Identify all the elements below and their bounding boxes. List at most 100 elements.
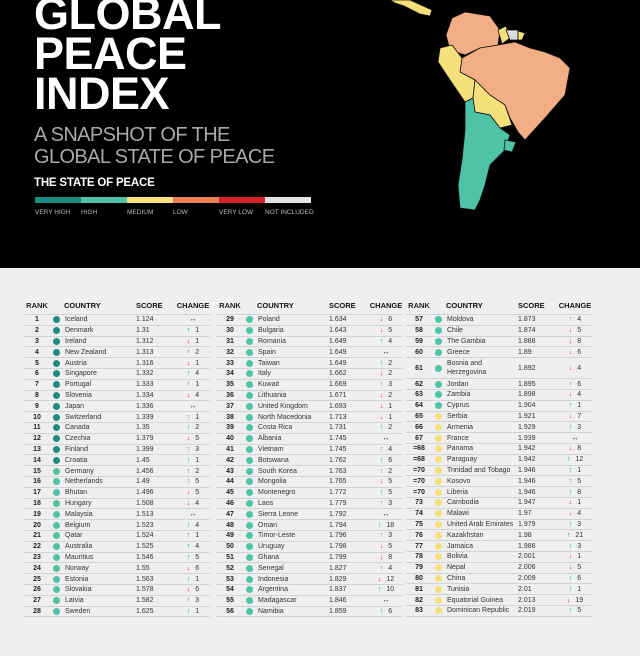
peace-level-dot bbox=[245, 521, 253, 529]
change-value: 2 bbox=[388, 424, 393, 432]
change-cell: ↑ 8 bbox=[558, 489, 592, 496]
table-row: 74 Malawi 1.97 ↓ 4 bbox=[406, 509, 592, 520]
table-row: 83 Dominican Republic 2.019 ↑ 5 bbox=[406, 606, 592, 617]
change-cell: ↑ 1 bbox=[176, 414, 210, 421]
score-cell: 1.662 bbox=[329, 370, 347, 378]
change-cell: ↓ 8 bbox=[558, 338, 592, 345]
table-row: 51 Ghana 1.799 ↓ 8 bbox=[217, 553, 403, 564]
table-row: 59 The Gambia 1.888 ↓ 8 bbox=[406, 337, 592, 348]
country-cell: Kuwait bbox=[258, 381, 280, 389]
change-cell: ↔ bbox=[369, 349, 403, 356]
peace-level-dot bbox=[245, 391, 253, 399]
table-row: 18 Hungary 1.508 ↓ 4 bbox=[24, 499, 210, 510]
change-cell: ↑ 1 bbox=[176, 532, 210, 539]
score-cell: 1.525 bbox=[136, 543, 154, 551]
change-cell: ↓ 4 bbox=[176, 500, 210, 507]
change-value: 1 bbox=[195, 413, 200, 421]
country-cell: Oman bbox=[258, 521, 278, 529]
country-cell: Tunisia bbox=[447, 585, 470, 593]
table-row: 52 Senegal 1.827 ↑ 4 bbox=[217, 563, 403, 575]
country-cell: Argentina bbox=[258, 586, 288, 594]
change-value: 5 bbox=[577, 607, 582, 615]
change-value: 4 bbox=[388, 564, 393, 572]
peace-level-dot bbox=[434, 564, 442, 572]
country-cell: Laos bbox=[258, 499, 274, 507]
table-row: 56 Namibia 1.859 ↑ 6 bbox=[217, 607, 403, 618]
rank-cell: 75 bbox=[415, 520, 423, 528]
change-value: 4 bbox=[195, 521, 200, 529]
score-cell: 1.859 bbox=[329, 607, 347, 615]
peace-level-dot bbox=[434, 574, 442, 582]
legend-swatch bbox=[35, 197, 81, 203]
rank-cell: 18 bbox=[33, 499, 41, 507]
rank-cell: 49 bbox=[226, 532, 234, 540]
change-cell: ↑ 5 bbox=[176, 554, 210, 561]
score-cell: 1.649 bbox=[329, 359, 347, 367]
score-cell: 1.578 bbox=[136, 586, 154, 594]
peace-level-dot bbox=[52, 316, 60, 324]
change-cell: ↑ 6 bbox=[558, 381, 592, 388]
change-cell: ↓ 1 bbox=[369, 414, 403, 421]
arrow-up-icon: ↑ bbox=[379, 564, 384, 572]
score-cell: 2.009 bbox=[518, 574, 536, 582]
peace-level-dot bbox=[434, 520, 442, 528]
arrow-same-icon: ↔ bbox=[382, 510, 390, 518]
change-cell: ↑ 10 bbox=[369, 586, 403, 593]
peace-level-dot bbox=[245, 348, 253, 356]
dot-cell bbox=[432, 423, 444, 431]
arrow-up-icon: ↑ bbox=[186, 413, 191, 421]
arrow-up-icon: ↑ bbox=[186, 478, 191, 486]
change-cell: ↑ 2 bbox=[176, 424, 210, 431]
table-row: 25 Estonia 1.563 ↑ 1 bbox=[24, 574, 210, 585]
peace-level-dot bbox=[245, 553, 253, 561]
peace-level-dot bbox=[245, 607, 253, 615]
peace-level-dot bbox=[245, 586, 253, 594]
change-cell: ↓ 7 bbox=[558, 413, 592, 420]
country-cell: Japan bbox=[65, 402, 85, 410]
change-cell: ↔ bbox=[176, 511, 210, 518]
country-cell: Czechia bbox=[65, 435, 91, 443]
change-cell: ↑ 1 bbox=[558, 467, 592, 474]
dot-cell bbox=[243, 424, 255, 432]
table-row: 30 Bulgaria 1.643 ↓ 5 bbox=[217, 326, 403, 337]
rank-cell: 41 bbox=[226, 445, 234, 453]
peace-level-dot bbox=[434, 348, 442, 356]
arrow-up-icon: ↑ bbox=[186, 348, 191, 356]
change-value: 3 bbox=[195, 445, 200, 453]
legend-item: LOW bbox=[173, 197, 219, 216]
change-cell: ↓ 1 bbox=[176, 360, 210, 367]
change-value: 6 bbox=[195, 564, 200, 572]
score-cell: 1.921 bbox=[518, 412, 536, 420]
country-cell: Finland bbox=[65, 445, 88, 453]
map-french-guiana bbox=[517, 30, 526, 41]
country-cell: Hungary bbox=[65, 499, 92, 507]
table-row: 23 Mauritius 1.546 ↑ 5 bbox=[24, 553, 210, 564]
change-value: 5 bbox=[577, 327, 582, 335]
dot-cell bbox=[243, 607, 255, 615]
change-value: 1 bbox=[195, 327, 200, 335]
change-cell: ↔ bbox=[369, 435, 403, 442]
rank-cell: 30 bbox=[226, 327, 234, 335]
change-value: 2 bbox=[388, 391, 393, 399]
dot-cell bbox=[432, 391, 444, 399]
dot-cell bbox=[243, 337, 255, 345]
rank-cell: 53 bbox=[226, 575, 234, 583]
score-cell: 1.669 bbox=[329, 381, 347, 389]
table-row: 9 Japan 1.336 ↔ bbox=[24, 401, 210, 413]
table-row: 36 Lithuania 1.671 ↓ 2 bbox=[217, 391, 403, 402]
table-header: RANK COUNTRY SCORE CHANGE bbox=[406, 298, 592, 312]
legend-swatch bbox=[173, 197, 219, 203]
change-value: 7 bbox=[577, 412, 582, 420]
peace-level-dot bbox=[52, 424, 60, 432]
dot-cell bbox=[243, 489, 255, 497]
score-cell: 1.763 bbox=[329, 467, 347, 475]
header-change: CHANGE bbox=[558, 300, 592, 310]
peace-level-dot bbox=[245, 543, 253, 551]
arrow-up-icon: ↑ bbox=[568, 466, 573, 474]
table-header: RANK COUNTRY SCORE CHANGE bbox=[24, 298, 210, 312]
table-row: =70 Trinidad and Tobago 1.946 ↑ 1 bbox=[406, 466, 592, 477]
table-row: 33 Taiwan 1.649 ↑ 2 bbox=[217, 358, 403, 369]
peace-level-dot bbox=[434, 553, 442, 561]
arrow-down-icon: ↓ bbox=[186, 359, 191, 367]
arrow-up-icon: ↑ bbox=[186, 327, 191, 335]
